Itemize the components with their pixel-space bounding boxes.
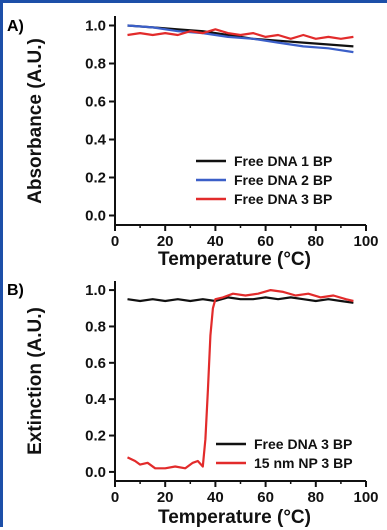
y-axis-title: Extinction (A.U.): [25, 307, 46, 455]
series-line: [127, 289, 354, 470]
x-tick-label: 100: [353, 489, 378, 506]
y-tick-label: 0.6: [85, 355, 106, 372]
x-tick-label: 100: [353, 233, 378, 250]
x-tick-label: 80: [307, 233, 324, 250]
x-axis-title: Temperature (°C): [158, 507, 311, 528]
x-tick-label: 20: [157, 489, 174, 506]
legend-label: 15 nm NP 3 BP: [254, 455, 353, 471]
x-tick-label: 0: [111, 233, 119, 250]
x-tick-label: 80: [307, 489, 324, 506]
x-tick-label: 60: [257, 233, 274, 250]
y-tick-label: 0.6: [85, 94, 106, 111]
y-tick-label: 0.2: [85, 170, 106, 187]
series-line: [127, 28, 354, 40]
y-tick-label: 0.8: [85, 318, 106, 335]
x-tick-label: 60: [257, 489, 274, 506]
y-tick-label: 0.4: [85, 391, 107, 408]
panel-label: A): [7, 18, 24, 35]
legend-label: Free DNA 2 BP: [234, 172, 332, 188]
x-tick-label: 20: [157, 233, 174, 250]
y-tick-label: 0.0: [85, 464, 106, 481]
y-tick-label: 0.2: [85, 428, 106, 445]
y-tick-label: 0.8: [85, 56, 106, 73]
figure-canvas: A) 0 20 40 60 80 100 0.0 0.2 0.4 0.6 0.8 1.0 Temperat…: [7, 16, 379, 528]
x-tick-label: 0: [111, 489, 119, 506]
panel-label: B): [7, 282, 24, 299]
y-tick-label: 0.4: [85, 132, 107, 149]
legend-label: Free DNA 1 BP: [234, 153, 332, 169]
y-tick-label: 1.0: [85, 18, 106, 35]
x-axis-title: Temperature (°C): [158, 249, 311, 270]
x-tick-label: 40: [207, 489, 224, 506]
x-tick-label: 40: [207, 233, 224, 250]
legend-label: Free DNA 3 BP: [234, 191, 332, 207]
y-tick-label: 1.0: [85, 282, 106, 299]
y-axis-title: Absorbance (A.U.): [25, 38, 46, 204]
legend-label: Free DNA 3 BP: [254, 436, 352, 452]
y-tick-label: 0.0: [85, 208, 106, 225]
series-line: [127, 24, 354, 54]
series-line: [127, 296, 354, 304]
